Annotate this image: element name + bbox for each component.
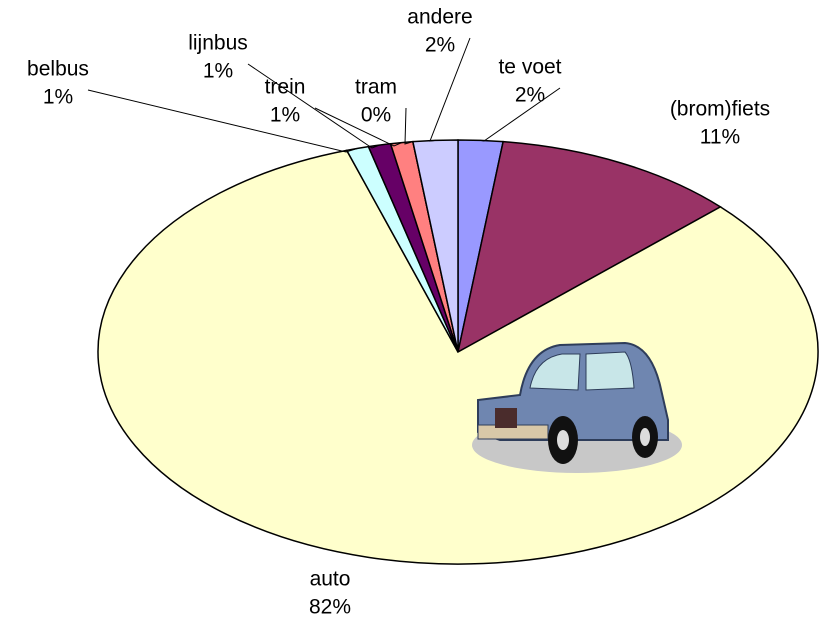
chart: te voet 2% (brom)fiets 11% auto 82% belbus 1% li… (0, 0, 823, 622)
car-grille (495, 408, 517, 428)
slice-label: tram (355, 76, 397, 99)
slice-label: belbus (27, 58, 89, 81)
car-hubcap (557, 430, 569, 450)
slice-value-label: 0% (361, 104, 391, 127)
slice-value-label: 2% (515, 84, 545, 107)
slice-label: trein (265, 76, 306, 99)
pie (98, 140, 818, 564)
slice-label: andere (407, 6, 472, 29)
slice-value-label: 1% (43, 86, 73, 109)
slice-value-label: 11% (700, 126, 740, 149)
slice-value-label: 1% (270, 104, 300, 127)
slice-label: (brom)fiets (670, 98, 770, 121)
car-window (586, 352, 634, 390)
slice-label: te voet (498, 56, 561, 79)
slice-value-label: 82% (309, 596, 351, 619)
slice-value-label: 2% (425, 34, 455, 57)
car-hubcap (640, 428, 650, 446)
leader-line (405, 108, 413, 144)
leader-line (88, 90, 358, 152)
slice-value-label: 1% (203, 60, 233, 83)
slice-label: lijnbus (188, 32, 248, 55)
slice-label: auto (310, 568, 351, 591)
